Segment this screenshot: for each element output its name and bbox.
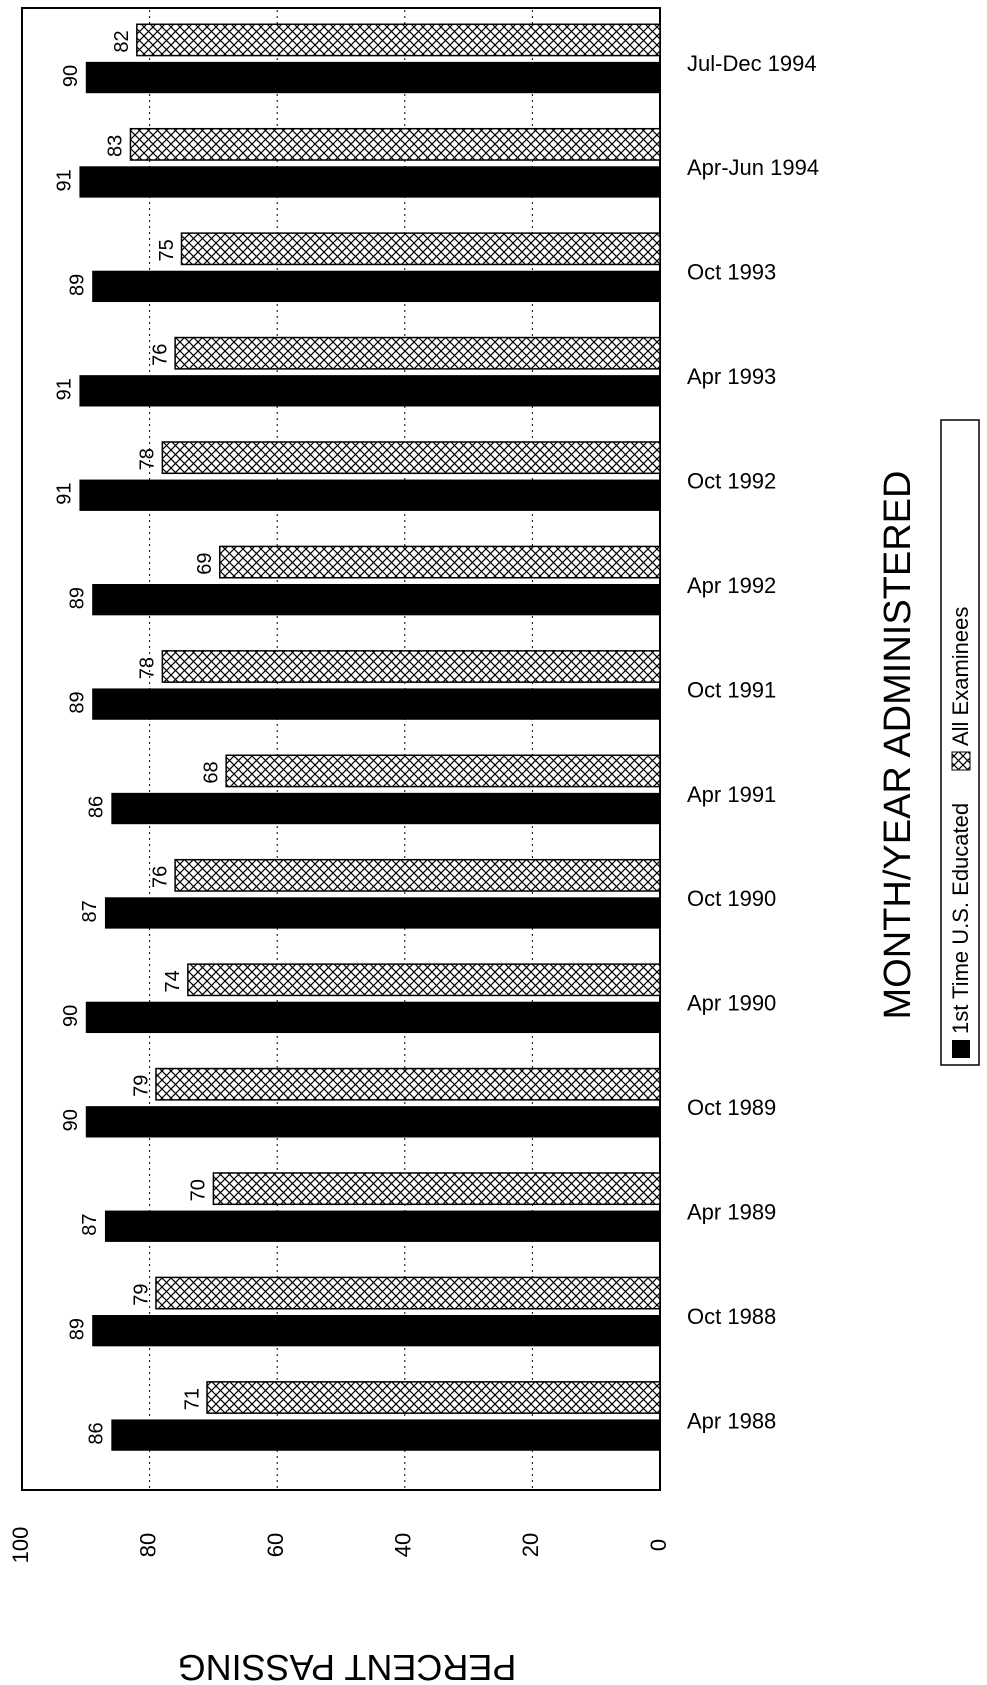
data-label-all-examinees: 78	[137, 448, 159, 470]
value-tick-label: 60	[263, 1533, 288, 1557]
category-label: Apr 1991	[687, 782, 776, 807]
category-label: Apr 1993	[687, 364, 776, 389]
data-label-all-examinees: 79	[130, 1284, 152, 1306]
legend: 1st Time U.S. Educated All Examinees	[940, 419, 980, 1066]
category-label: Apr 1989	[687, 1200, 776, 1225]
data-label-first-time-us-educated: 89	[66, 587, 88, 609]
category-label: Apr-Jun 1994	[687, 155, 819, 180]
data-label-first-time-us-educated: 89	[66, 691, 88, 713]
bar-all-examinees	[187, 963, 661, 997]
bar-all-examinees	[174, 858, 661, 892]
bar-first-time-us-educated	[104, 1210, 660, 1242]
bar-all-examinees	[180, 232, 661, 266]
data-label-first-time-us-educated: 89	[66, 274, 88, 296]
data-label-first-time-us-educated: 90	[60, 1005, 82, 1027]
bar-first-time-us-educated	[79, 166, 661, 198]
data-label-first-time-us-educated: 86	[86, 1422, 108, 1444]
data-label-first-time-us-educated: 90	[60, 1109, 82, 1131]
data-label-first-time-us-educated: 86	[86, 796, 108, 818]
data-label-all-examinees: 75	[156, 239, 178, 261]
bar-first-time-us-educated	[92, 584, 661, 616]
value-tick-label: 0	[646, 1539, 671, 1551]
data-label-all-examinees: 83	[105, 135, 127, 157]
bar-first-time-us-educated	[92, 1315, 661, 1347]
bar-first-time-us-educated	[85, 61, 661, 94]
category-label: Oct 1992	[687, 469, 776, 494]
legend-label-all-examinees: All Examinees	[948, 607, 973, 746]
data-label-first-time-us-educated: 91	[54, 378, 76, 400]
category-label: Oct 1991	[687, 677, 776, 702]
bar-all-examinees	[161, 650, 661, 683]
category-label: Oct 1988	[687, 1304, 776, 1329]
bar-all-examinees	[129, 127, 661, 161]
legend-swatch-solid	[952, 1040, 970, 1058]
bar-all-examinees	[219, 545, 661, 579]
data-label-all-examinees: 82	[111, 30, 133, 52]
bar-first-time-us-educated	[85, 1001, 661, 1034]
legend-frame	[940, 419, 980, 1066]
bar-first-time-us-educated	[92, 688, 661, 720]
bar-all-examinees	[212, 1172, 661, 1206]
data-label-all-examinees: 74	[162, 970, 184, 992]
bar-first-time-us-educated	[111, 1419, 660, 1451]
bar-all-examinees	[225, 754, 661, 788]
bar-first-time-us-educated	[104, 897, 660, 929]
bar-first-time-us-educated	[79, 479, 661, 511]
bar-all-examinees	[155, 1067, 661, 1101]
category-label: Oct 1990	[687, 886, 776, 911]
category-label: Oct 1993	[687, 260, 776, 285]
bar-first-time-us-educated	[92, 270, 661, 303]
data-label-first-time-us-educated: 89	[66, 1318, 88, 1340]
data-label-all-examinees: 79	[130, 1075, 152, 1097]
data-label-all-examinees: 68	[200, 761, 222, 783]
category-axis-title: MONTH/YEAR ADMINISTERED	[877, 471, 919, 1020]
data-label-all-examinees: 71	[181, 1388, 203, 1410]
value-tick-label: 80	[135, 1533, 160, 1557]
value-axis-title: PERCENT PASSING	[178, 1647, 517, 1685]
plot-frame	[21, 7, 661, 1491]
bar-first-time-us-educated	[85, 1106, 661, 1138]
category-label: Jul-Dec 1994	[687, 51, 817, 76]
data-label-first-time-us-educated: 90	[60, 65, 82, 87]
bar-all-examinees	[206, 1381, 661, 1414]
bar-all-examinees	[161, 441, 661, 475]
value-tick-label: 40	[391, 1533, 416, 1557]
bar-all-examinees	[136, 23, 661, 57]
category-label: Apr 1990	[687, 991, 776, 1016]
bar-all-examinees	[155, 1276, 661, 1310]
bar-first-time-us-educated	[111, 792, 660, 825]
category-label: Apr 1988	[687, 1408, 776, 1433]
data-label-all-examinees: 78	[137, 657, 159, 679]
data-label-first-time-us-educated: 87	[79, 900, 101, 922]
bar-first-time-us-educated	[79, 375, 661, 407]
legend-swatch-crosshatch	[951, 751, 971, 771]
data-label-first-time-us-educated: 91	[54, 483, 76, 505]
data-label-all-examinees: 76	[149, 344, 171, 366]
data-label-first-time-us-educated: 91	[54, 169, 76, 191]
value-tick-label: 20	[518, 1533, 543, 1557]
category-label: Apr 1992	[687, 573, 776, 598]
data-label-all-examinees: 70	[188, 1179, 210, 1201]
data-label-all-examinees: 76	[149, 866, 171, 888]
data-label-all-examinees: 69	[194, 553, 216, 575]
data-label-first-time-us-educated: 87	[79, 1214, 101, 1236]
legend-label-first-time: 1st Time U.S. Educated	[948, 803, 973, 1034]
category-label: Oct 1989	[687, 1095, 776, 1120]
bar-all-examinees	[174, 336, 661, 370]
value-tick-label: 100	[8, 1527, 33, 1564]
